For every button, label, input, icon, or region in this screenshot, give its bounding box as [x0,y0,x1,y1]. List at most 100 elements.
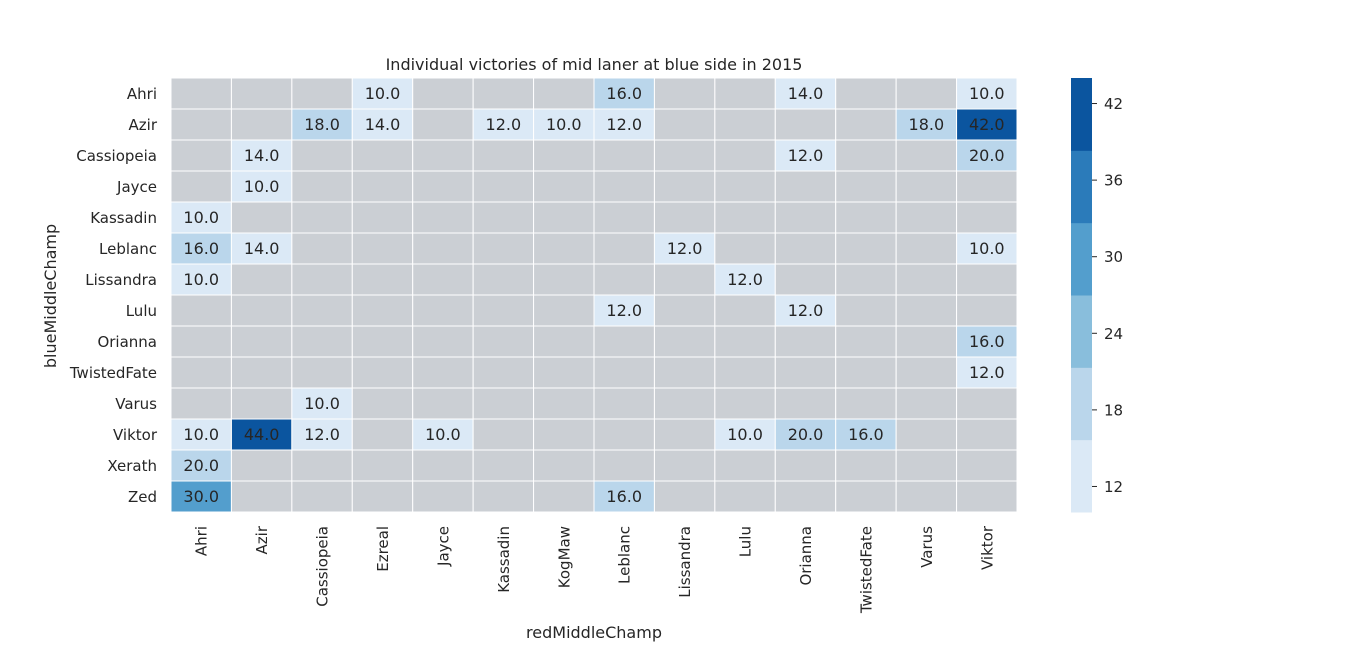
heatmap-cell [170,201,232,234]
y-tick-label: Lulu [126,302,157,320]
heatmap-cell [472,201,535,234]
heatmap-cell [472,139,535,172]
x-tick-label: KogMaw [555,526,573,588]
colorbar-tick-label: 30 [1104,248,1123,266]
heatmap-cells [170,77,1018,513]
cell-value-label: 14.0 [244,239,280,258]
cell-value-label: 16.0 [848,425,884,444]
heatmap-cell [774,449,837,482]
cell-value-label: 14.0 [365,115,401,134]
x-tick-label: Lulu [737,526,755,557]
cell-value-label: 16.0 [606,487,642,506]
heatmap-cell [291,232,353,265]
heatmap-cell [835,108,897,141]
y-tick-label: Viktor [113,426,158,444]
cell-value-label: 10.0 [244,177,280,196]
heatmap-cell [533,480,595,513]
cell-value-label: 12.0 [788,146,824,165]
cell-value-label: 10.0 [969,84,1005,103]
heatmap-cell [533,263,595,296]
cell-value-label: 14.0 [788,84,824,103]
colorbar-tick-label: 12 [1104,478,1123,496]
cell-value-label: 44.0 [244,425,280,444]
heatmap-cell [533,77,595,110]
heatmap-cell [170,77,232,110]
heatmap-cell-labels: 10.0 16.0 14.0 10.0 18.0 14.0 12.0 10.0 12.0 18.0… [183,84,1004,506]
heatmap-cell [835,294,897,327]
heatmap-cell [714,449,776,482]
y-tick-label: Ahri [127,85,157,103]
heatmap-cell [412,387,474,420]
heatmap-cell [412,232,474,265]
cell-value-label: 18.0 [304,115,340,134]
heatmap-cell [956,387,1018,420]
heatmap-cell [895,139,958,172]
heatmap-cell [170,294,232,327]
cell-value-label: 20.0 [788,425,824,444]
colorbar-segment [1071,78,1092,151]
heatmap-cell [412,108,474,141]
heatmap-cell [230,201,293,234]
heatmap-cell [533,325,595,358]
heatmap-cell [412,139,474,172]
heatmap-cell [351,418,414,451]
heatmap-cell [593,449,655,482]
heatmap-cell [593,77,655,110]
heatmap-cell [653,77,716,110]
heatmap-cell [895,232,958,265]
y-tick-label: Azir [129,116,158,134]
heatmap-cell [956,139,1018,172]
heatmap-cell [351,480,414,513]
heatmap-cell [593,232,655,265]
heatmap-cell [653,170,716,203]
colorbar-tick-label: 24 [1104,325,1123,343]
cell-value-label: 10.0 [304,394,340,413]
cell-value-label: 10.0 [425,425,461,444]
cell-value-label: 10.0 [727,425,763,444]
heatmap-cell [533,170,595,203]
x-tick-label: TwistedFate [857,526,875,614]
cell-value-label: 12.0 [606,301,642,320]
cell-value-label: 12.0 [304,425,340,444]
y-tick-label: Zed [128,488,157,506]
heatmap-cell [170,325,232,358]
y-axis-tick-labels: Ahri Azir Cassiopeia Jayce Kassadin Leblanc Li… [69,85,158,506]
heatmap-cell [230,77,293,110]
heatmap-cell [653,139,716,172]
heatmap-cell [533,108,595,141]
heatmap-cell [714,356,776,389]
heatmap-cell [170,170,232,203]
heatmap-cell [653,449,716,482]
heatmap-cell [774,108,837,141]
heatmap-cell [472,449,535,482]
heatmap-cell [593,387,655,420]
heatmap-cell [230,263,293,296]
heatmap-cell [291,325,353,358]
x-tick-label: Kassadin [495,526,513,593]
colorbar [1071,78,1092,513]
heatmap-cell [351,201,414,234]
cell-value-label: 18.0 [909,115,945,134]
colorbar-tick-label: 36 [1104,172,1123,190]
x-tick-label: Azir [253,525,271,554]
x-tick-label: Ahri [193,526,211,556]
heatmap-cell [653,294,716,327]
heatmap-cell [593,325,655,358]
y-tick-label: Kassadin [90,209,157,227]
heatmap-cell [230,325,293,358]
y-tick-label: Leblanc [99,240,157,258]
y-tick-label: Lissandra [85,271,157,289]
cell-value-label: 10.0 [183,208,219,227]
heatmap-cell [351,77,414,110]
heatmap-cell [956,418,1018,451]
heatmap-cell [472,325,535,358]
colorbar-segment [1071,222,1092,296]
heatmap-cell [291,201,353,234]
heatmap-cell [533,387,595,420]
heatmap-cell [412,294,474,327]
heatmap-cell [472,356,535,389]
colorbar-tick-labels: 12 18 24 30 36 42 [1092,95,1123,496]
cell-value-label: 10.0 [365,84,401,103]
heatmap-cell [230,294,293,327]
heatmap-cell [291,263,353,296]
